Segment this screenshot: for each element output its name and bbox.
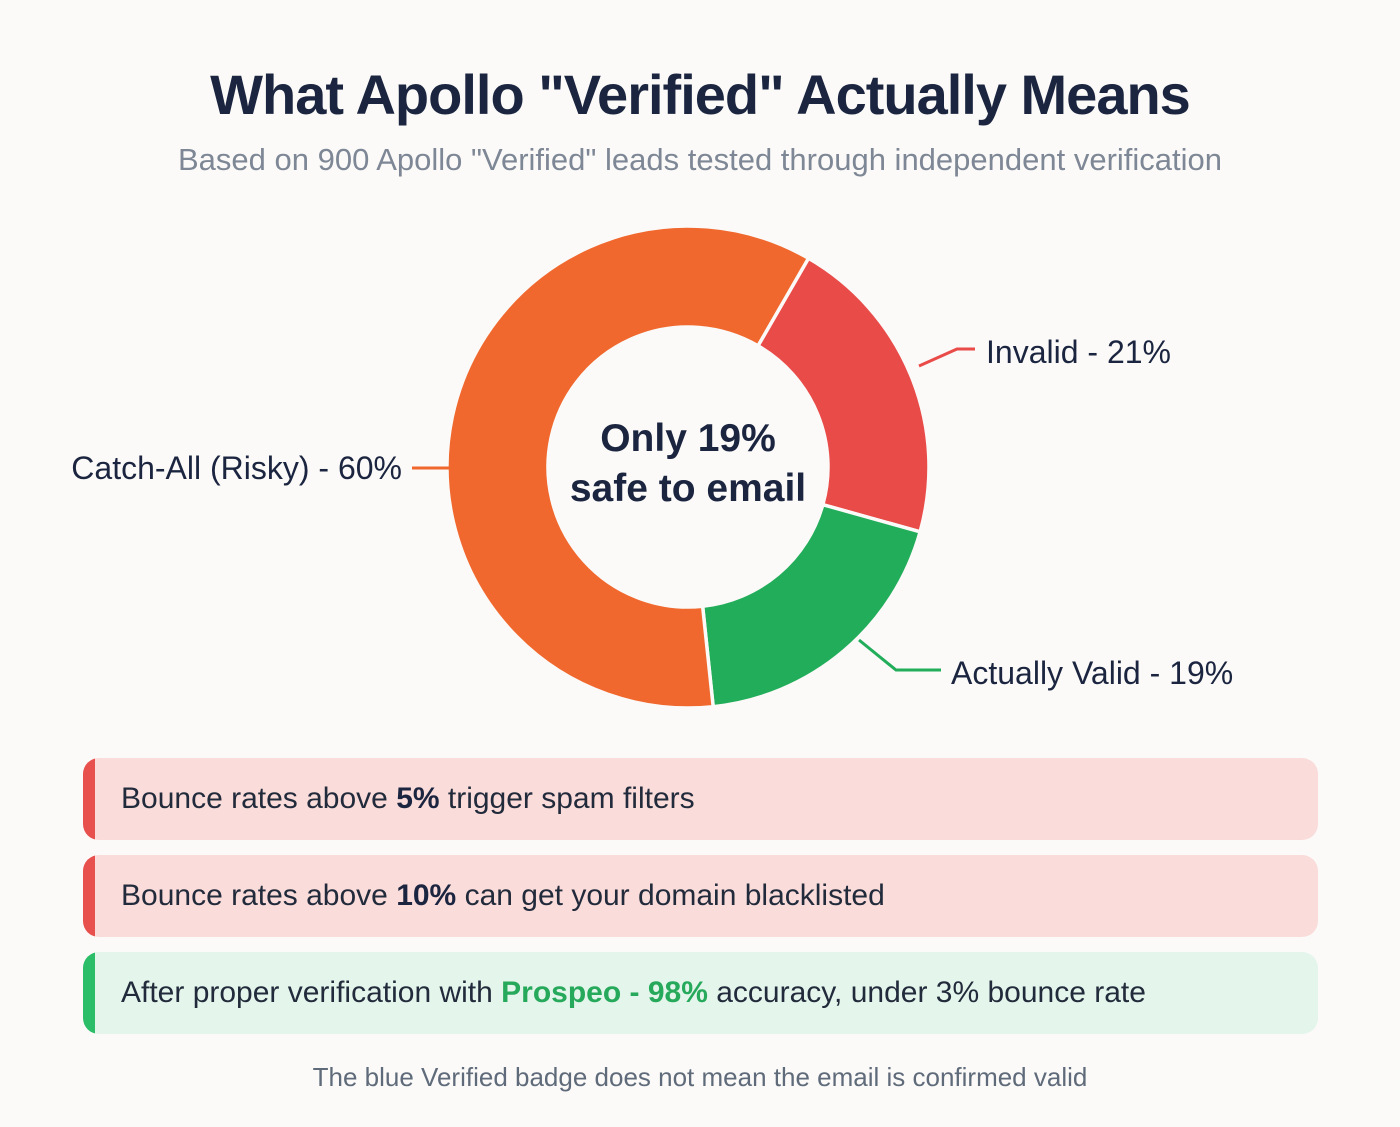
callout-text-strong: 5% bbox=[396, 782, 440, 815]
callout-accent-bar bbox=[83, 855, 95, 937]
page-title: What Apollo "Verified" Actually Means bbox=[210, 63, 1191, 126]
donut-center-label: Only 19% safe to email bbox=[488, 414, 888, 514]
callout-brand-prospeo: Prospeo bbox=[501, 976, 622, 1009]
callout-accent-bar bbox=[83, 952, 95, 1034]
donut-slice-actually-valid bbox=[700, 502, 922, 709]
footer-note: The blue Verified badge does not mean th… bbox=[312, 1062, 1088, 1092]
callout-text-strong: 10% bbox=[396, 879, 457, 912]
callout-bounce-5pct: Bounce rates above 5% trigger spam filte… bbox=[83, 758, 1318, 840]
callout-text-pre: Bounce rates above bbox=[121, 879, 397, 912]
center-label-line2: safe to email bbox=[569, 467, 807, 510]
donut-chart bbox=[445, 224, 931, 710]
callout-prospeo: After proper verification with Prospeo -… bbox=[83, 952, 1318, 1034]
callout-accuracy-pct: 98% bbox=[647, 976, 708, 1009]
slice-label-invalid: Invalid - 21% bbox=[986, 334, 1171, 370]
callout-bounce-10pct: Bounce rates above 10% can get your doma… bbox=[83, 855, 1318, 937]
callout-text-post: trigger spam filters bbox=[439, 782, 695, 815]
slice-label-actually-valid: Actually Valid - 19% bbox=[951, 655, 1234, 691]
callout-accent-bar bbox=[83, 758, 95, 840]
center-label-line1: Only 19% bbox=[600, 417, 776, 460]
donut-slice-catch-all-risky- bbox=[445, 224, 811, 710]
callout-text: Bounce rates above 5% trigger spam filte… bbox=[121, 782, 695, 816]
callout-text-pre: After proper verification with bbox=[121, 976, 502, 1009]
page-subtitle: Based on 900 Apollo "Verified" leads tes… bbox=[177, 142, 1223, 177]
callout-text-dash: - bbox=[621, 976, 648, 1009]
donut-slice-invalid bbox=[756, 256, 931, 534]
callout-text-post: accuracy, under 3% bounce rate bbox=[707, 976, 1146, 1009]
callout-text-pre: Bounce rates above bbox=[121, 782, 397, 815]
callout-text: Bounce rates above 10% can get your doma… bbox=[121, 879, 885, 913]
callout-text: After proper verification with Prospeo -… bbox=[121, 976, 1146, 1010]
slice-label-catch-all: Catch-All (Risky) - 60% bbox=[71, 450, 402, 486]
callout-text-post: can get your domain blacklisted bbox=[456, 879, 885, 912]
